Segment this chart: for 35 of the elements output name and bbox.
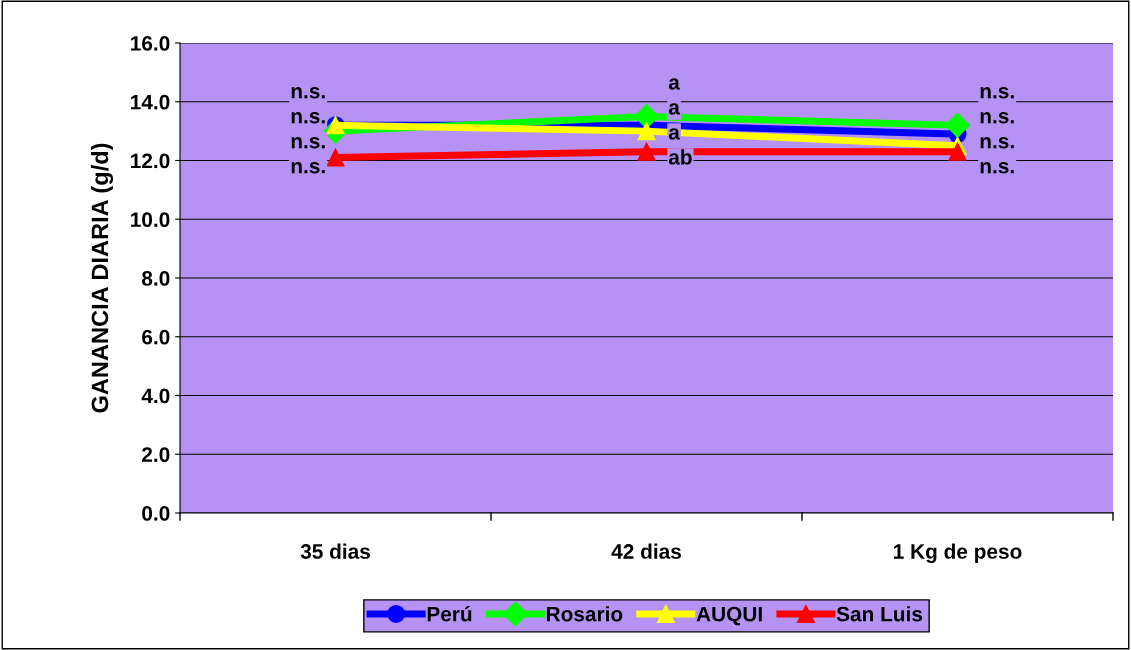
annotation: n.s. [291, 137, 325, 149]
legend-label: Perú [427, 605, 472, 622]
legend-label: San Luis [836, 606, 923, 622]
y-tick-label: 8.0 [141, 271, 170, 286]
point [945, 112, 970, 138]
point [948, 142, 967, 161]
y-tick-label: 10.0 [131, 212, 170, 227]
point [634, 103, 659, 129]
annotation: ab [668, 149, 692, 165]
y-tick-label: 16.0 [131, 36, 170, 51]
x-tick-label: 1 Kg de peso [893, 543, 1022, 564]
annotation: a [668, 103, 680, 115]
legend-label: Rosario [546, 606, 623, 622]
y-tick-label: 4.0 [141, 388, 170, 404]
y-tick-label: 12.0 [131, 153, 170, 169]
point [637, 122, 656, 141]
annotation: n.s. [291, 162, 325, 174]
annotation: n.s. [291, 87, 325, 99]
x-tick-label: 42 dias [611, 543, 681, 559]
point [326, 148, 345, 167]
legend-label: AUQUI [696, 606, 762, 626]
annotation: a [668, 128, 680, 140]
annotation: n.s. [980, 162, 1014, 174]
y-tick-label: 14.0 [131, 94, 170, 110]
y-axis-title: GANANCIA DIARIA (g/d) [90, 143, 114, 413]
x-tick-label: 35 dias [300, 543, 370, 559]
annotation: n.s. [291, 112, 325, 124]
point [637, 142, 656, 161]
y-tick-label: 0.0 [142, 506, 170, 521]
annotation: a [668, 78, 680, 90]
y-tick-label: 2.0 [142, 447, 170, 462]
annotation: n.s. [980, 112, 1014, 124]
annotation: n.s. [980, 137, 1014, 149]
annotation: n.s. [980, 87, 1014, 99]
y-tick-label: 6.0 [142, 329, 170, 345]
